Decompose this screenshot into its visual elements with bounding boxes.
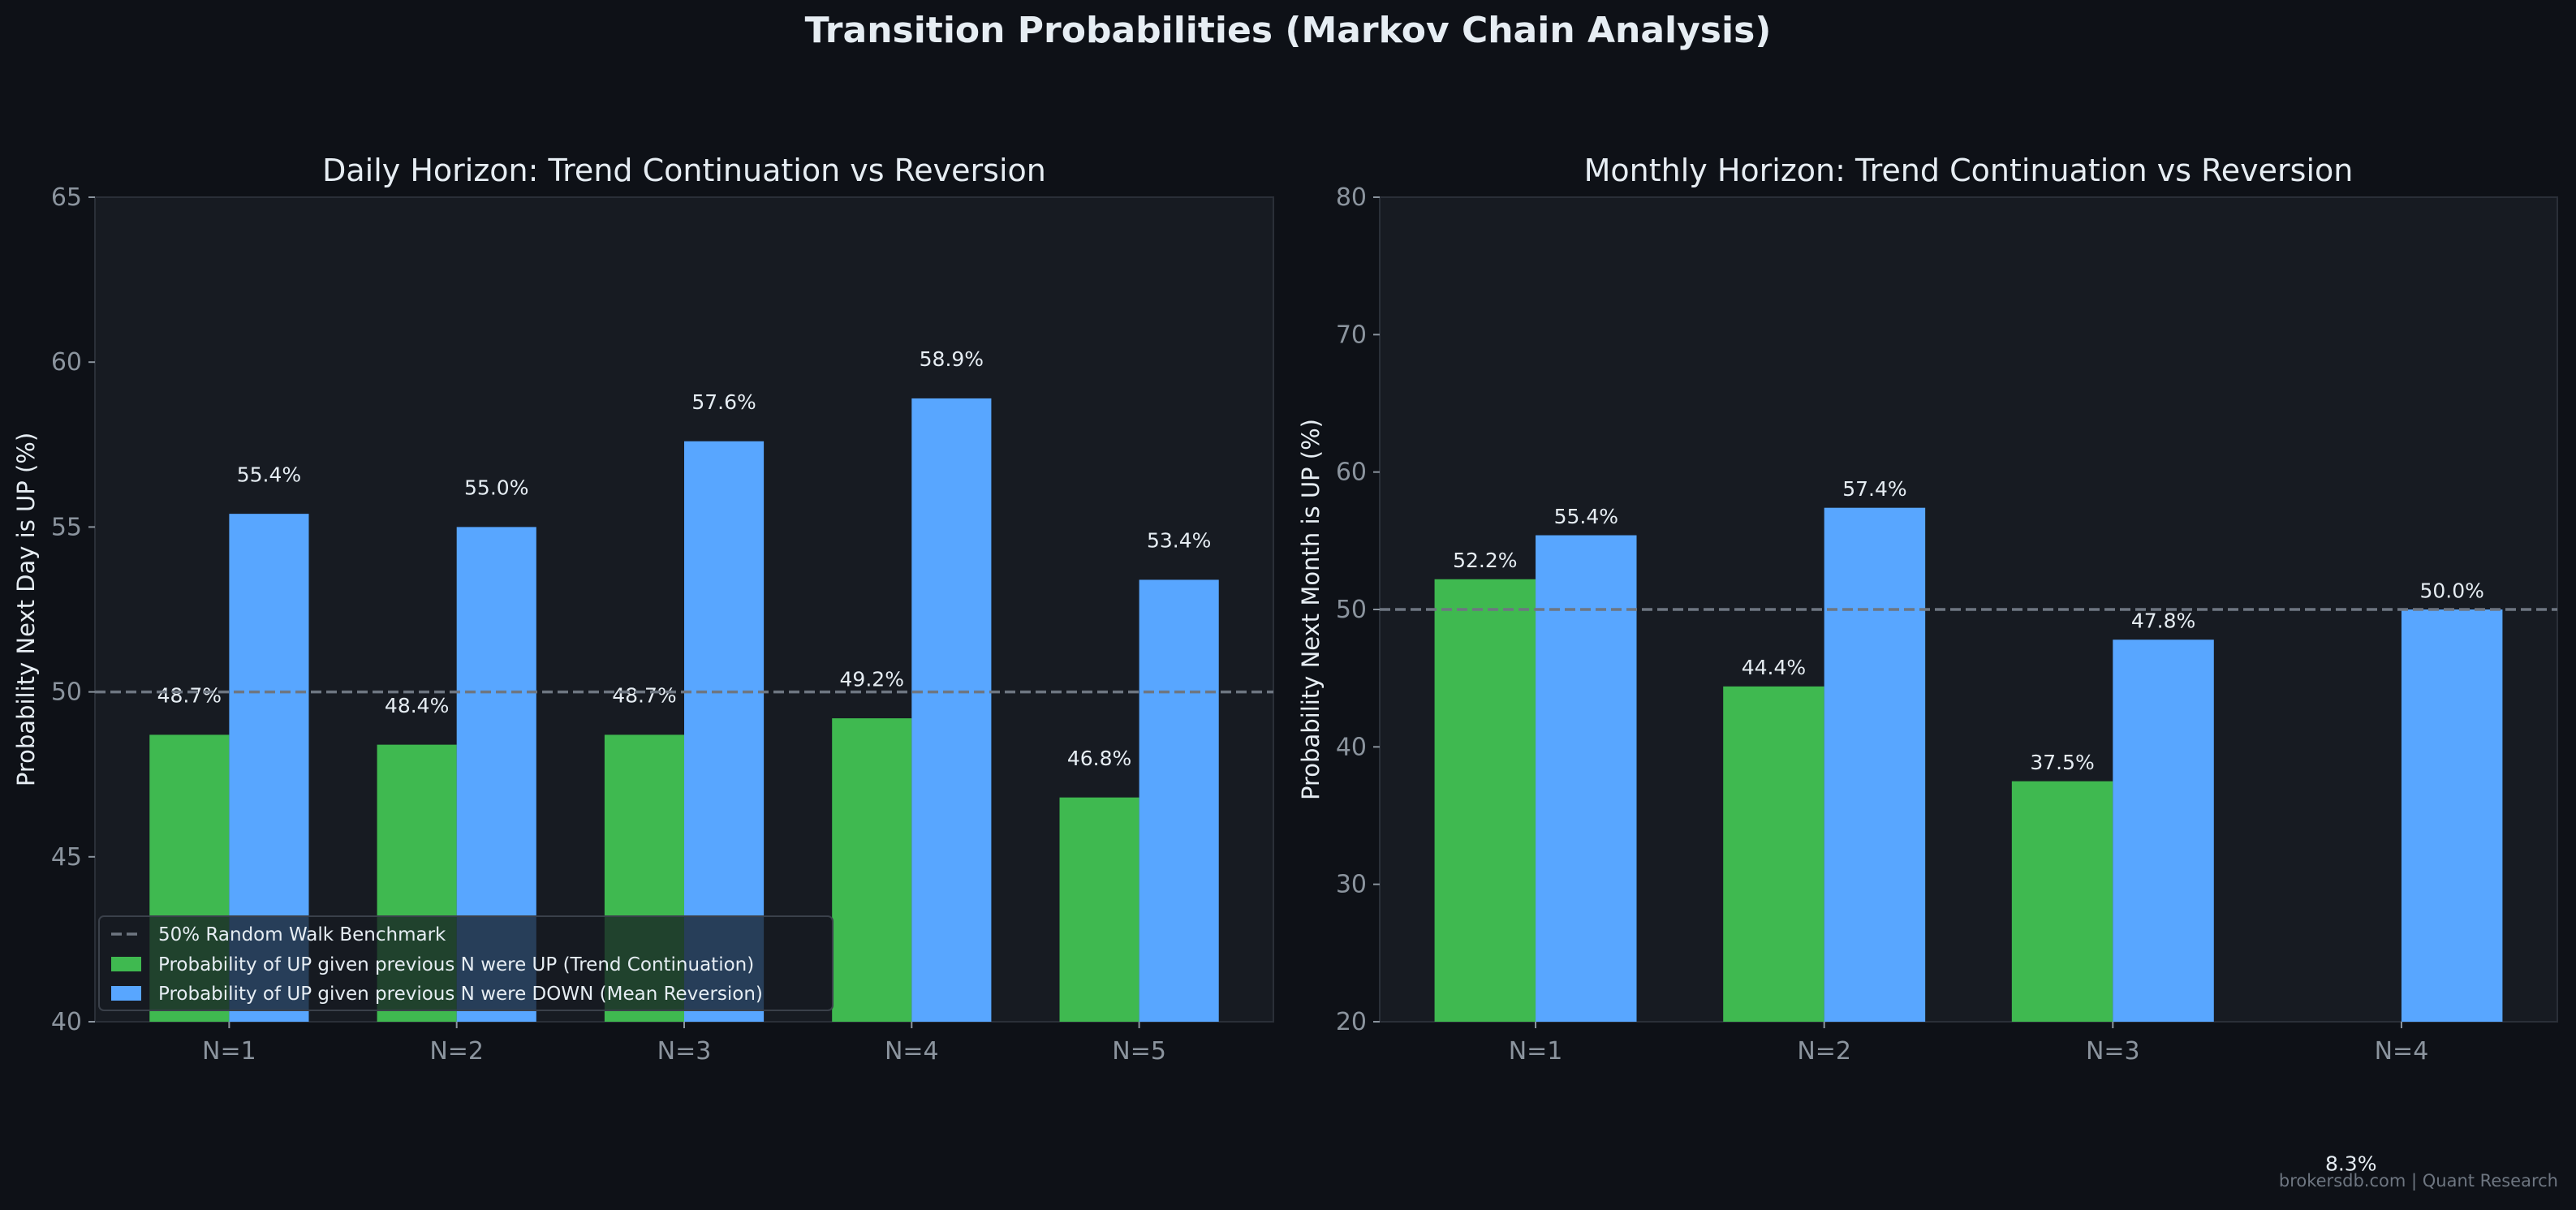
trend-bar — [832, 718, 912, 1022]
legend-trend-swatch — [111, 957, 141, 971]
reversion-bar — [1139, 579, 1219, 1022]
y-tick-label: 40 — [1336, 733, 1367, 761]
bar-value-label: 55.4% — [237, 463, 301, 486]
footer-credit: brokersdb.com | Quant Research — [2279, 1171, 2558, 1191]
bar-value-label: 58.9% — [920, 347, 984, 371]
monthly-chart: Monthly Horizon: Trend Continuation vs R… — [1297, 153, 2558, 1175]
bar-value-label: 55.4% — [1554, 505, 1618, 528]
bar-value-label: 48.7% — [157, 684, 222, 708]
reversion-bar — [911, 398, 992, 1022]
trend-bar — [1059, 797, 1139, 1022]
legend-item-label: Probability of UP given previous N were … — [158, 984, 763, 1005]
bar-value-label: 52.2% — [1453, 549, 1517, 572]
figure-title: Transition Probabilities (Markov Chain A… — [805, 10, 1772, 51]
reversion-bar — [2401, 609, 2503, 1022]
bars — [1434, 507, 2503, 1022]
bar-value-label: 57.4% — [1842, 477, 1906, 501]
bar-value-label: 53.4% — [1147, 529, 1211, 553]
y-tick-label: 50 — [1336, 596, 1367, 624]
bar-value-label: 37.5% — [2030, 751, 2094, 774]
trend-bar — [1723, 686, 1824, 1022]
bar-value-label: 48.4% — [385, 694, 449, 717]
legend: 50% Random Walk Benchmark Probability of … — [98, 915, 834, 1011]
x-tick-label: N=4 — [885, 1037, 939, 1066]
bar-value-label: 47.8% — [2131, 609, 2195, 633]
x-tick-label: N=3 — [657, 1037, 712, 1066]
reversion-bar — [1824, 507, 1926, 1022]
x-tick-label: N=1 — [1509, 1037, 1563, 1066]
x-tick-label: N=1 — [202, 1037, 256, 1066]
bar-value-label: 48.7% — [612, 684, 676, 708]
bar-value-label: 8.3% — [2325, 1152, 2377, 1175]
y-tick-label: 65 — [51, 183, 82, 212]
x-tick-label: N=2 — [429, 1037, 484, 1066]
bar-value-label: 49.2% — [840, 667, 904, 691]
y-tick-label: 40 — [51, 1008, 82, 1036]
bar-value-label: 46.8% — [1067, 747, 1131, 770]
y-axis-label: Probability Next Month is UP (%) — [1297, 419, 1325, 800]
y-tick-label: 50 — [51, 678, 82, 707]
trend-bar — [1434, 579, 1536, 1022]
legend-box — [98, 915, 834, 1011]
legend-item-label: Probability of UP given previous N were … — [158, 954, 754, 975]
y-tick-label: 45 — [51, 843, 82, 872]
y-tick-label: 20 — [1336, 1008, 1367, 1036]
y-tick-label: 55 — [51, 513, 82, 541]
bar-value-label: 50.0% — [2419, 579, 2483, 602]
y-tick-label: 80 — [1336, 183, 1367, 212]
y-tick-label: 30 — [1336, 871, 1367, 899]
y-tick-label: 70 — [1336, 321, 1367, 349]
x-tick-label: N=5 — [1112, 1037, 1166, 1066]
x-tick-label: N=4 — [2375, 1037, 2429, 1066]
chart-title: Monthly Horizon: Trend Continuation vs R… — [1584, 153, 2354, 188]
reversion-bar — [2113, 639, 2214, 1022]
chart-title: Daily Horizon: Trend Continuation vs Rev… — [322, 153, 1046, 188]
reversion-bar — [1536, 535, 1637, 1022]
legend-item-label: 50% Random Walk Benchmark — [158, 924, 446, 945]
bar-value-label: 44.4% — [1742, 656, 1806, 679]
legend-reversion-swatch — [111, 986, 141, 1001]
bar-value-label: 55.0% — [464, 476, 528, 500]
y-tick-label: 60 — [1336, 459, 1367, 487]
y-axis-label: Probability Next Day is UP (%) — [12, 433, 40, 786]
bar-value-label: 57.6% — [691, 390, 756, 414]
x-tick-label: N=2 — [1797, 1037, 1851, 1066]
x-tick-label: N=3 — [2086, 1037, 2140, 1066]
y-tick-label: 60 — [51, 348, 82, 377]
trend-bar — [2011, 781, 2113, 1022]
